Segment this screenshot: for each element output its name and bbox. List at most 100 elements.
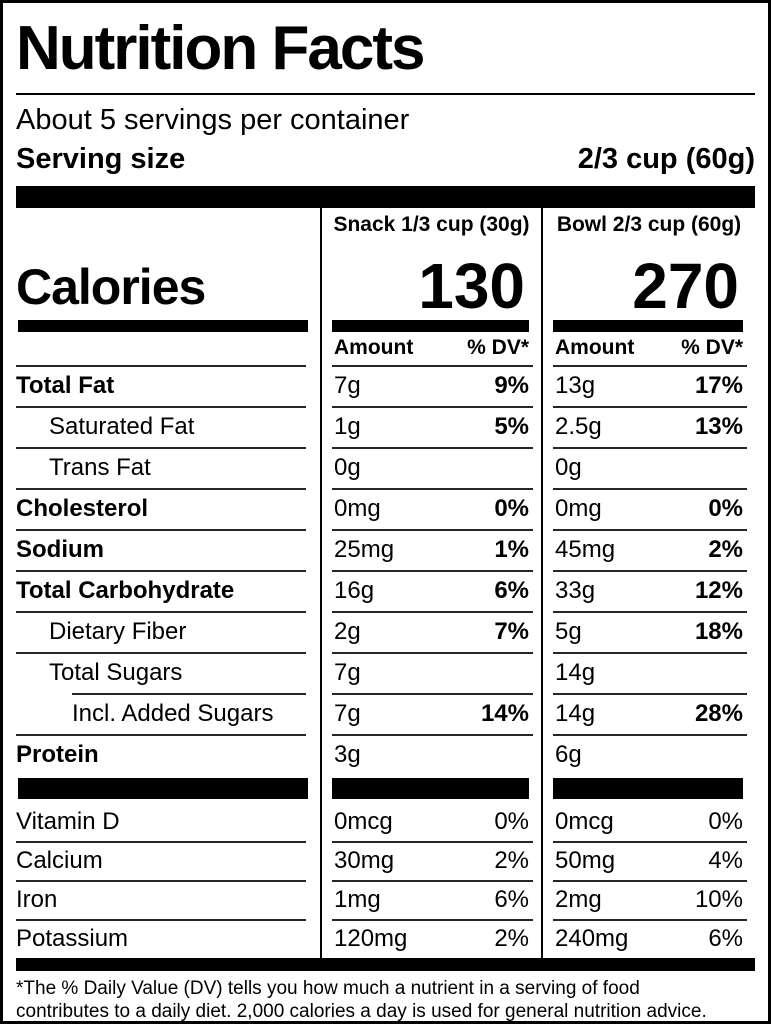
amount-value: 14g: [555, 658, 596, 686]
snack-column-header: Snack 1/3 cup (30g): [320, 208, 541, 238]
nutrient-name-cell: Potassium: [16, 919, 320, 958]
nutrient-name: Trans Fat: [49, 453, 151, 481]
amount-value: 7g: [334, 371, 361, 399]
snack-value-cell: 7g: [320, 652, 541, 693]
nutrient-name-cell: Saturated Fat: [16, 406, 320, 447]
calories-label: Calories: [16, 259, 206, 315]
bowl-value-cell: 6g: [541, 734, 755, 775]
amount-value: 7g: [334, 658, 361, 686]
snack-value-cell: 25mg 1%: [320, 529, 541, 570]
dv-value: 0%: [708, 807, 743, 835]
amount-value: 2g: [334, 617, 361, 645]
bowl-value-cell: 45mg 2%: [541, 529, 755, 570]
dv-value: 5%: [494, 412, 529, 440]
amount-value: 2.5g: [555, 412, 602, 440]
dv-value: 14%: [480, 699, 529, 727]
snack-value-cell: 16g 6%: [320, 570, 541, 611]
bowl-amount-header: Amount % DV*: [541, 332, 755, 365]
nutrient-name: Iron: [16, 885, 58, 913]
separator-bar: [18, 778, 308, 799]
amount-value: 5g: [555, 617, 582, 645]
nutrient-name: Total Carbohydrate: [16, 576, 235, 604]
amount-value: 0g: [334, 453, 361, 481]
bowl-column-header: Bowl 2/3 cup (60g): [541, 208, 755, 238]
amount-value: 0mcg: [555, 807, 614, 835]
snack-value-cell: 2g 7%: [320, 611, 541, 652]
dv-value: 0%: [708, 494, 743, 522]
bowl-value-cell: 50mg 4%: [541, 841, 755, 880]
dv-value: 2%: [708, 535, 743, 563]
nutrient-name: Saturated Fat: [49, 412, 195, 440]
nutrient-name: Protein: [16, 740, 99, 768]
bottom-separator-bar: [16, 958, 755, 971]
dv-value: 1%: [494, 535, 529, 563]
snack-value-cell: 1mg 6%: [320, 880, 541, 919]
footnote-line-2: contributes to a daily diet. 2,000 calor…: [16, 1001, 707, 1022]
dv-value: 6%: [708, 924, 743, 952]
nutrient-name-cell: Total Carbohydrate: [16, 570, 320, 611]
facts-table: Snack 1/3 cup (30g) Bowl 2/3 cup (60g) C…: [16, 208, 755, 958]
nutrient-name-cell: Incl. Added Sugars: [16, 693, 320, 734]
separator-bar: [332, 778, 529, 799]
snack-value-cell: 1g 5%: [320, 406, 541, 447]
dv-value: 2%: [494, 846, 529, 874]
nutrient-name: Incl. Added Sugars: [72, 699, 274, 727]
bowl-value-cell: 5g 18%: [541, 611, 755, 652]
calories-bowl-value: 270: [541, 238, 755, 318]
amount-header: Amount: [555, 335, 635, 359]
amount-value: 16g: [334, 576, 375, 604]
servings-per-container: About 5 servings per container: [16, 104, 410, 136]
bowl-value-cell: 0mg 0%: [541, 488, 755, 529]
bowl-value-cell: 240mg 6%: [541, 919, 755, 958]
nutrient-name-cell: Cholesterol: [16, 488, 320, 529]
amount-value: 50mg: [555, 846, 616, 874]
nutrient-name-cell: Calcium: [16, 841, 320, 880]
bowl-value-cell: 14g 28%: [541, 693, 755, 734]
separator-bar: [18, 319, 308, 332]
dv-header: % DV*: [467, 335, 529, 359]
dv-value: 10%: [694, 885, 743, 913]
calories-snack-value: 130: [320, 238, 541, 318]
section-separator-bowl: [541, 775, 755, 802]
amount-value: 30mg: [334, 846, 395, 874]
snack-amount-header: Amount % DV*: [320, 332, 541, 365]
section-separator-left: [16, 775, 320, 802]
dv-value: 28%: [694, 699, 743, 727]
bowl-value-cell: 13g 17%: [541, 365, 755, 406]
calories-separator-snack: [320, 318, 541, 332]
snack-value-cell: 0g: [320, 447, 541, 488]
nutrient-name-cell: Dietary Fiber: [16, 611, 320, 652]
nutrient-name: Total Fat: [16, 371, 115, 399]
snack-value-cell: 3g: [320, 734, 541, 775]
snack-value-cell: 0mg 0%: [320, 488, 541, 529]
nutrient-name: Vitamin D: [16, 807, 120, 835]
nutrient-name: Potassium: [16, 924, 129, 952]
calories-separator-left: [16, 318, 320, 332]
dv-value: 0%: [494, 807, 529, 835]
nutrient-name-cell: Protein: [16, 734, 320, 775]
bowl-value-cell: 33g 12%: [541, 570, 755, 611]
amount-value: 0mcg: [334, 807, 393, 835]
dv-value: 2%: [494, 924, 529, 952]
amount-value: 3g: [334, 740, 361, 768]
separator-bar: [332, 319, 529, 332]
nutrient-name: Cholesterol: [16, 494, 149, 522]
amount-value: 0mg: [334, 494, 381, 522]
amount-value: 25mg: [334, 535, 395, 563]
snack-value-cell: 30mg 2%: [320, 841, 541, 880]
amount-value: 1mg: [334, 885, 381, 913]
snack-value-cell: 120mg 2%: [320, 919, 541, 958]
dv-value: 17%: [694, 371, 743, 399]
empty-amount-header-cell: [16, 332, 320, 365]
separator-bar: [553, 778, 743, 799]
bowl-value-cell: 0g: [541, 447, 755, 488]
snack-value-cell: 0mcg 0%: [320, 802, 541, 841]
serving-size-row: Serving size 2/3 cup (60g): [16, 140, 755, 178]
nutrient-name-cell: Iron: [16, 880, 320, 919]
snack-value-cell: 7g 14%: [320, 693, 541, 734]
empty-header-cell: [16, 208, 320, 238]
amount-value: 45mg: [555, 535, 616, 563]
dv-value: 0%: [494, 494, 529, 522]
bowl-value-cell: 2.5g 13%: [541, 406, 755, 447]
